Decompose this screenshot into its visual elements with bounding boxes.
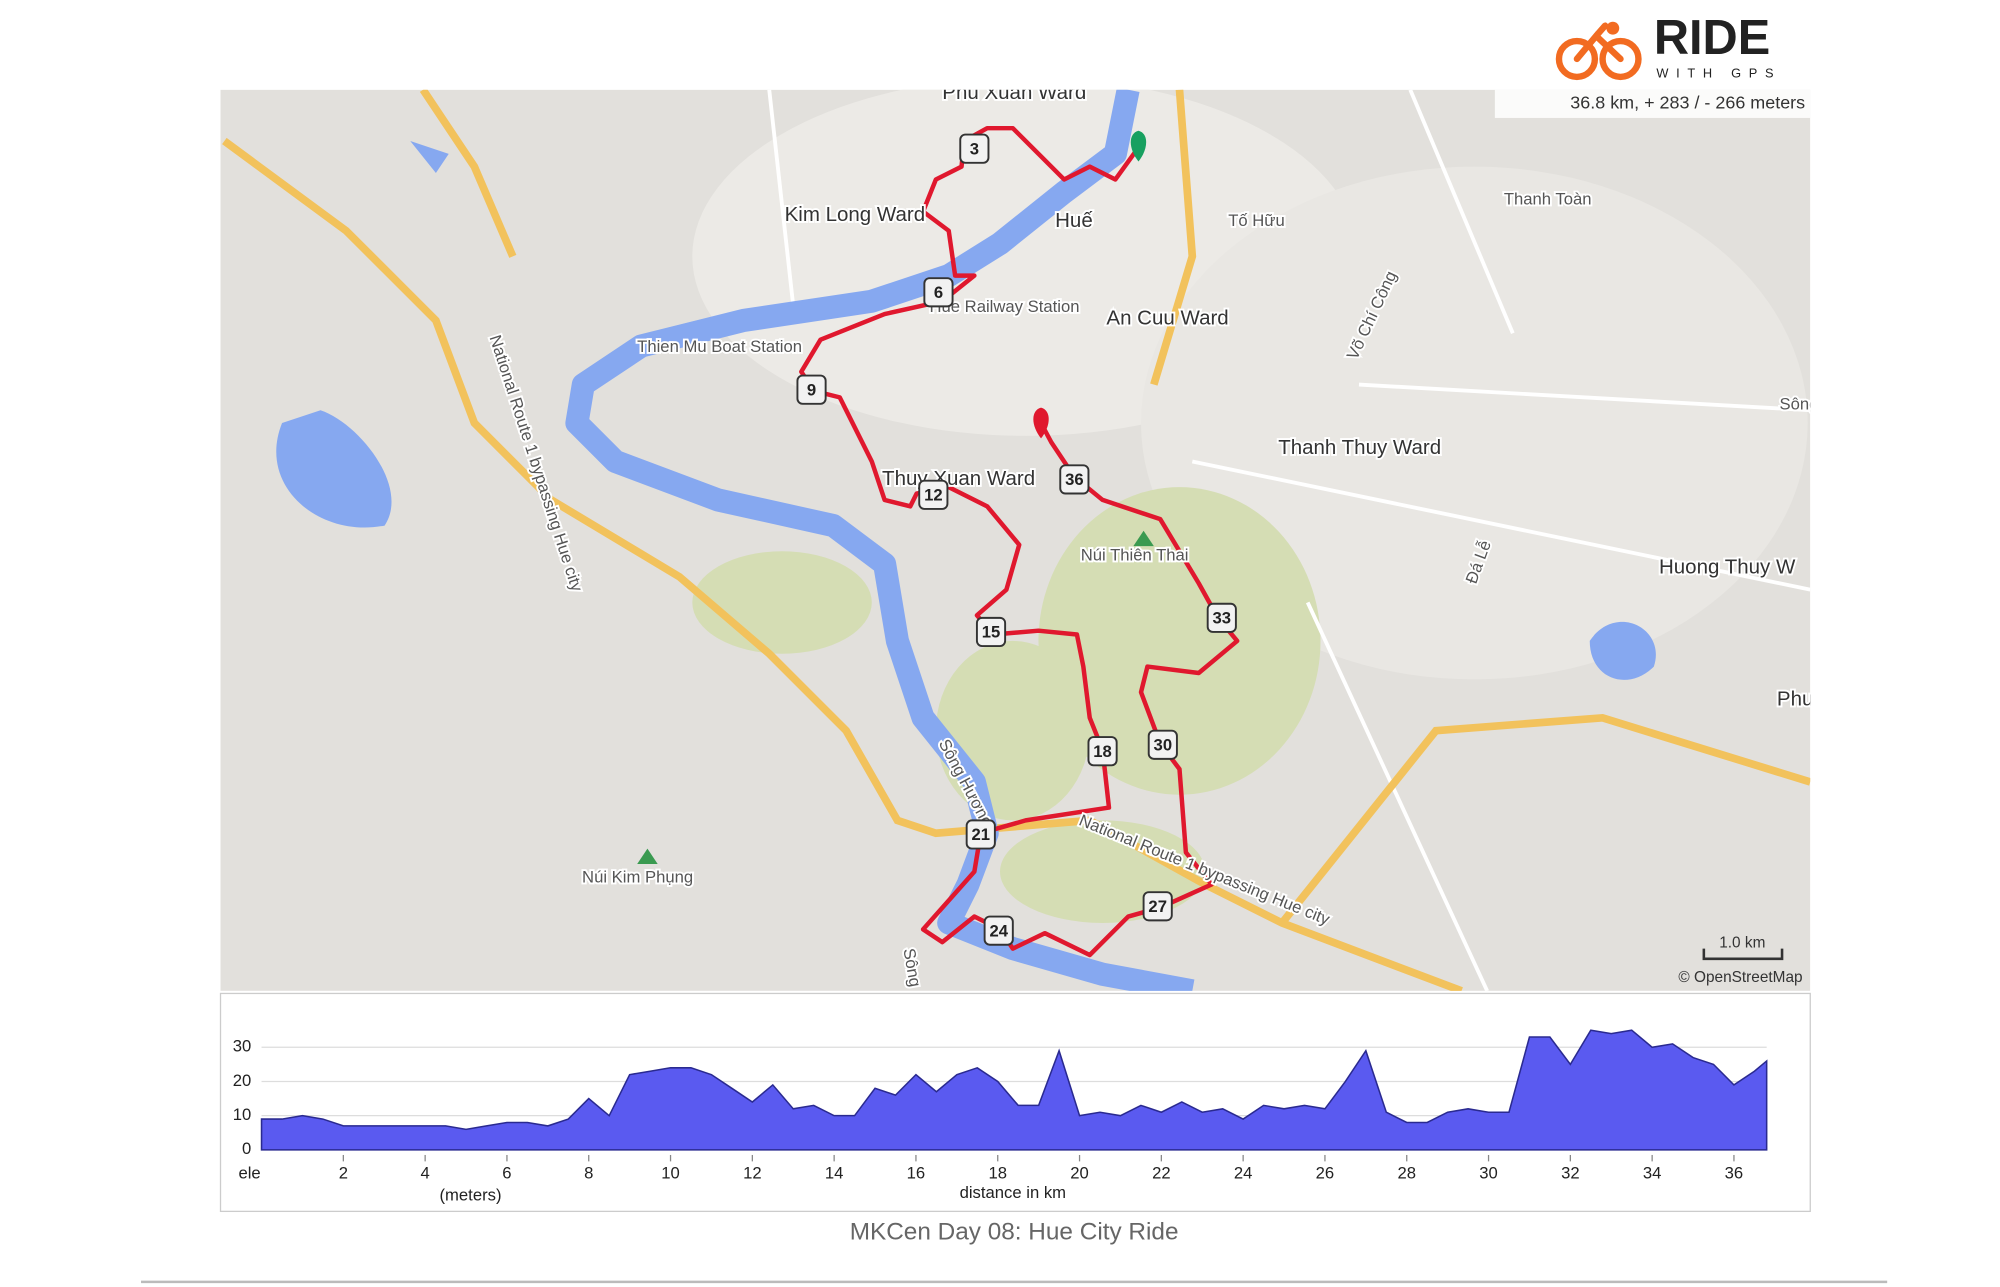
- x-tick-label: 32: [1561, 1164, 1580, 1183]
- route-marker: 18: [1093, 742, 1112, 761]
- x-tick-label: 14: [825, 1164, 844, 1183]
- urban-area: [1141, 166, 1808, 680]
- y-tick-label: 30: [233, 1037, 252, 1056]
- map-label: Tố Hữu: [1228, 211, 1285, 230]
- logo-head: [1606, 21, 1620, 35]
- route-marker: 33: [1213, 609, 1232, 628]
- park: [1038, 487, 1321, 795]
- river: [565, 89, 1195, 991]
- map-label: Phu: [1777, 687, 1813, 710]
- x-tick-label: 6: [502, 1164, 511, 1183]
- highway: [222, 89, 1811, 991]
- route-marker-box: [1142, 891, 1173, 922]
- route-marker: 27: [1148, 897, 1167, 916]
- x-tick-label: 12: [743, 1164, 762, 1183]
- y-tick-label: 0: [242, 1139, 251, 1158]
- attribution: © OpenStreetMap: [1678, 969, 1802, 986]
- route-marker-box: [959, 133, 990, 164]
- y-tick-label: 10: [233, 1105, 252, 1124]
- map-label: Huong Thuy W: [1659, 555, 1796, 578]
- map-label: Thanh Thuy Ward: [1278, 436, 1441, 459]
- route-marker-box: [965, 819, 996, 850]
- map-label: Thuy Xuan Ward: [882, 467, 1035, 490]
- route-marker-box: [918, 479, 949, 510]
- x-axis-label: distance in km: [960, 1183, 1066, 1202]
- y-unit-label: (meters): [440, 1185, 502, 1204]
- y-axis-label: ele: [238, 1164, 260, 1183]
- elevation-area: [260, 1029, 1768, 1151]
- x-tick-label: 26: [1316, 1164, 1335, 1183]
- x-tick-label: 8: [584, 1164, 593, 1183]
- route-marker-box: [1059, 464, 1090, 495]
- route-marker: 24: [989, 921, 1008, 940]
- scale-bar: [1702, 948, 1784, 961]
- x-tick-label: 20: [1070, 1164, 1089, 1183]
- map-label: Thien Mu Boat Station: [637, 337, 802, 356]
- route-marker: 15: [982, 623, 1001, 642]
- route-marker: 36: [1065, 470, 1084, 489]
- park: [692, 551, 872, 654]
- x-tick-label: 34: [1643, 1164, 1662, 1183]
- map-label: Hue Railway Station: [929, 297, 1079, 316]
- map-label: Sông: [1779, 394, 1818, 413]
- caption: MKCen Day 08: Hue City Ride: [850, 1219, 1179, 1246]
- logo-wheel: [1555, 37, 1599, 81]
- x-tick-label: 30: [1479, 1164, 1498, 1183]
- logo-wheel: [1599, 37, 1642, 81]
- map-label: Phu Xuan Ward: [942, 81, 1086, 104]
- street: [767, 89, 1811, 991]
- x-tick-label: 22: [1152, 1164, 1171, 1183]
- logo-title: RIDE: [1654, 11, 1770, 65]
- map-label: Huế: [1055, 209, 1093, 232]
- map-label: Thanh Toàn: [1504, 189, 1592, 208]
- route-marker: 3: [970, 139, 979, 158]
- route-marker-box: [1087, 736, 1118, 767]
- park: [935, 640, 1090, 821]
- x-tick-label: 10: [661, 1164, 680, 1183]
- map-label: Kim Long Ward: [785, 203, 926, 226]
- x-tick-label: 4: [421, 1164, 430, 1183]
- route-marker-box: [975, 616, 1007, 648]
- route-marker: 12: [924, 485, 943, 504]
- map-label: Núi Kim Phụng: [582, 867, 693, 886]
- x-tick-label: 28: [1397, 1164, 1416, 1183]
- peak-icon: [637, 848, 658, 864]
- x-tick-label: 16: [907, 1164, 926, 1183]
- route-marker-box: [1206, 602, 1237, 633]
- x-tick-label: 18: [988, 1164, 1007, 1183]
- map-label: Núi Thiên Thai: [1081, 546, 1189, 565]
- scale-label: 1.0 km: [1719, 935, 1765, 952]
- route-marker: 6: [934, 283, 943, 302]
- y-tick-label: 20: [233, 1071, 252, 1090]
- x-tick-label: 36: [1725, 1164, 1744, 1183]
- logo-subtitle: WITH GPS: [1656, 66, 1781, 81]
- map: Phu Xuan Ward Kim Long Ward Huế Tố Hữu T…: [220, 81, 1818, 991]
- route-marker: 21: [972, 825, 991, 844]
- start-pin: [1130, 130, 1147, 162]
- logo-frame: [1573, 22, 1624, 63]
- route-marker: 30: [1154, 735, 1173, 754]
- peak-icon: [1133, 530, 1154, 547]
- route-marker-box: [1147, 729, 1178, 760]
- route-marker: 9: [807, 380, 816, 399]
- logo: RIDE WITH GPS: [1555, 11, 1781, 81]
- route-marker-box: [983, 915, 1014, 946]
- route: [799, 125, 1240, 958]
- x-tick-label: 24: [1234, 1164, 1253, 1183]
- map-label: An Cuu Ward: [1106, 307, 1228, 330]
- end-pin: [1033, 407, 1049, 439]
- route-stats: 36.8 km, + 283 / - 266 meters: [1570, 93, 1805, 113]
- stats-box: [1494, 89, 1811, 118]
- x-tick-label: 2: [339, 1164, 348, 1183]
- route-marker-box: [923, 277, 954, 308]
- route-marker-box: [796, 374, 827, 405]
